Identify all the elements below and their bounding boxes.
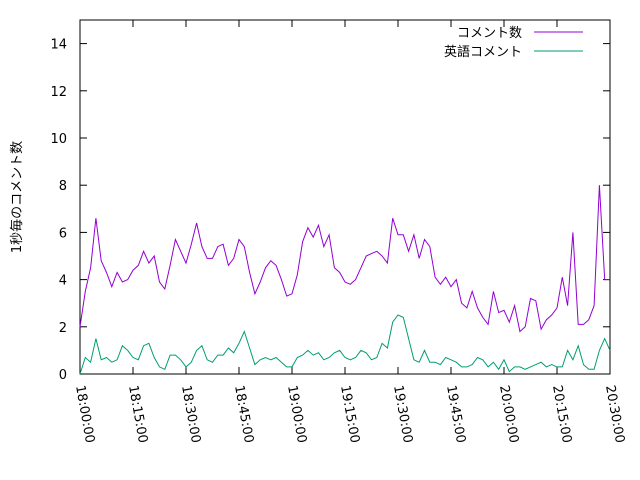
x-tick-label: 20:15:00 (549, 384, 574, 444)
x-tick-label: 18:30:00 (178, 384, 203, 444)
y-tick-label: 2 (59, 321, 67, 336)
x-tick-label: 20:30:00 (602, 384, 627, 444)
y-axis-label: 1秒毎のコメント数 (9, 141, 25, 253)
legend-label-2: 英語コメント (444, 44, 522, 60)
y-tick-label: 6 (59, 226, 67, 241)
legend-label-1: コメント数 (457, 26, 522, 41)
x-axis-ticks: 18:00:00 18:15:00 18:30:00 18:45:00 19:00:00… (72, 20, 627, 444)
x-tick-label: 19:45:00 (443, 384, 468, 444)
x-tick-label: 18:15:00 (125, 384, 150, 444)
y-axis-ticks: 0 2 4 6 8 10 12 14 (50, 38, 610, 383)
y-tick-label: 4 (59, 274, 67, 289)
y-tick-label: 12 (50, 85, 67, 100)
series-line-2 (79, 314, 611, 375)
y-tick-label: 8 (59, 179, 67, 194)
y-tick-label: 14 (50, 38, 67, 53)
y-tick-label: 0 (59, 368, 67, 383)
plot-frame (79, 19, 611, 375)
y-tick-label: 10 (50, 132, 67, 147)
x-tick-label: 18:45:00 (231, 384, 256, 444)
x-tick-label: 18:00:00 (72, 384, 97, 444)
x-tick-label: 19:30:00 (390, 384, 415, 444)
series-line-1 (79, 185, 610, 333)
x-tick-label: 19:00:00 (284, 384, 309, 444)
x-tick-label: 19:15:00 (337, 384, 362, 444)
series-layer (79, 185, 611, 375)
plot-area (79, 19, 611, 375)
x-tick-label: 20:00:00 (496, 384, 521, 444)
